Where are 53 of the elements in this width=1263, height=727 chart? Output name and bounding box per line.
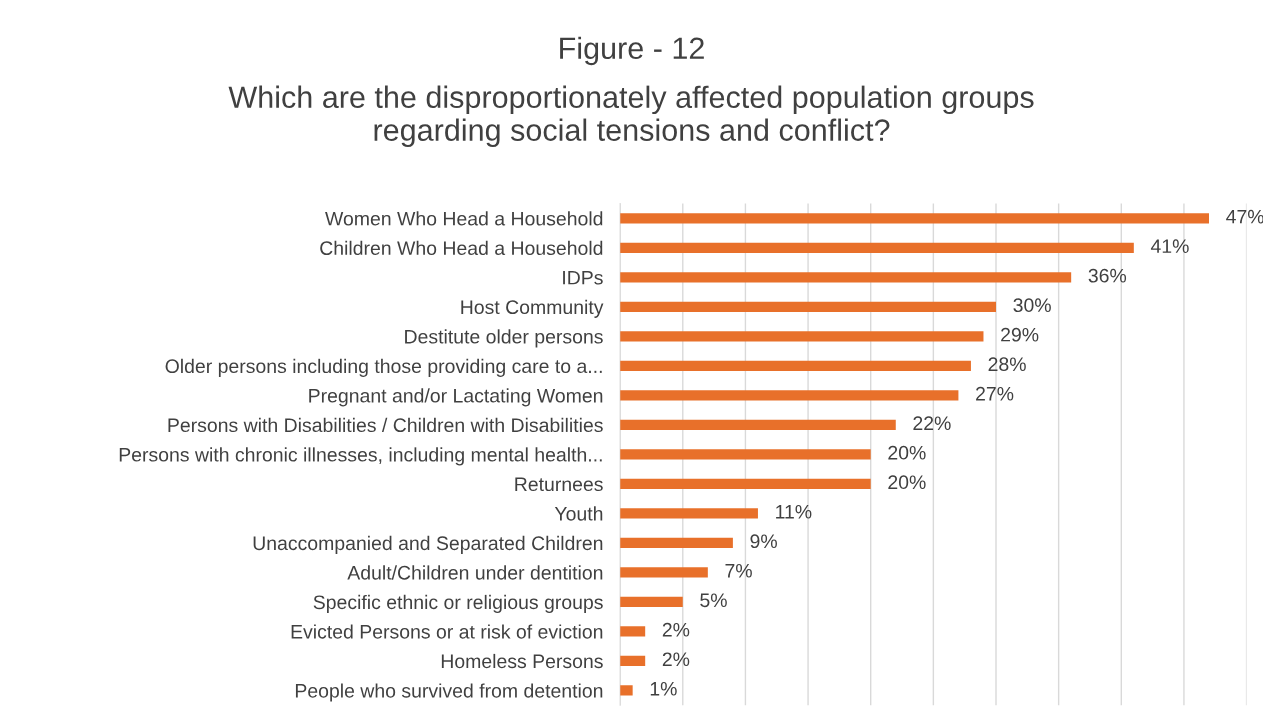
bar — [620, 390, 959, 401]
bar — [620, 360, 971, 372]
y-tick-label: Persons with chronic illnesses, including mental health... — [119, 447, 602, 466]
y-tick-label: Adult/Children under dentition — [347, 565, 603, 580]
data-label: 22% — [913, 416, 951, 431]
bar — [620, 685, 633, 696]
data-label: 5% — [700, 593, 727, 608]
y-tick-label: Children Who Head a Household — [320, 240, 603, 256]
bar — [620, 567, 708, 578]
bar — [620, 242, 1134, 253]
data-label: 7% — [725, 563, 752, 578]
bar — [620, 301, 996, 312]
y-tick-label: People who survived from detention — [295, 683, 603, 702]
bar — [620, 331, 984, 342]
y-tick-label: Returnees — [515, 477, 603, 492]
bar — [620, 478, 871, 490]
bar — [620, 626, 646, 637]
data-label: 1% — [650, 681, 677, 696]
bar — [620, 655, 646, 667]
y-tick-label: Persons with Disabilities / Children with Disabilities — [168, 417, 603, 433]
data-label: 9% — [750, 534, 777, 549]
data-label: 47% — [1226, 209, 1263, 224]
y-tick-label: Older persons including those providing care to a... — [165, 358, 602, 377]
data-label: 2% — [662, 652, 690, 667]
data-label: 36% — [1088, 268, 1127, 283]
chart-subtitle: Which are the disproportionately affected population groups regarding social tensions and conflict? — [228, 85, 1034, 148]
y-tick-label: Youth — [554, 506, 603, 521]
bar — [620, 596, 683, 608]
y-tick-label: Host Community — [461, 299, 604, 318]
y-tick-label: Pregnant and/or Lactating Women — [309, 388, 603, 407]
bar — [620, 213, 1209, 224]
y-tick-label: Destitute older persons — [405, 329, 603, 348]
data-label: 30% — [1013, 298, 1051, 313]
data-label: 2% — [662, 622, 690, 637]
bar — [620, 508, 758, 519]
data-label: 28% — [988, 357, 1026, 372]
bar — [620, 537, 733, 549]
data-label: 11% — [776, 504, 812, 519]
bar — [620, 449, 871, 460]
data-label: 20% — [888, 475, 926, 490]
y-tick-label: Specific ethnic or religious groups — [313, 594, 603, 613]
y-tick-label: Evicted Persons or at risk of eviction — [291, 624, 603, 639]
data-label: 20% — [888, 445, 926, 460]
data-label: 27% — [976, 386, 1014, 401]
y-tick-label: Women Who Head a Household — [325, 211, 603, 226]
y-tick-label: Unaccompanied and Separated Children — [253, 535, 603, 554]
data-label: 29% — [1001, 327, 1039, 342]
y-tick-label: Homeless Persons — [441, 653, 603, 669]
y-tick-label: IDPs — [563, 271, 603, 285]
data-label: 41% — [1150, 239, 1189, 253]
chart-title: Figure - 12 — [560, 36, 704, 66]
bar — [620, 419, 896, 431]
bar — [620, 272, 1072, 283]
